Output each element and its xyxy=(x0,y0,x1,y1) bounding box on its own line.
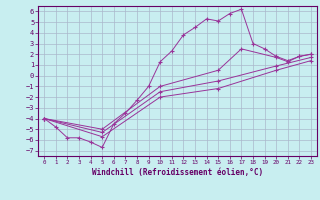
X-axis label: Windchill (Refroidissement éolien,°C): Windchill (Refroidissement éolien,°C) xyxy=(92,168,263,177)
